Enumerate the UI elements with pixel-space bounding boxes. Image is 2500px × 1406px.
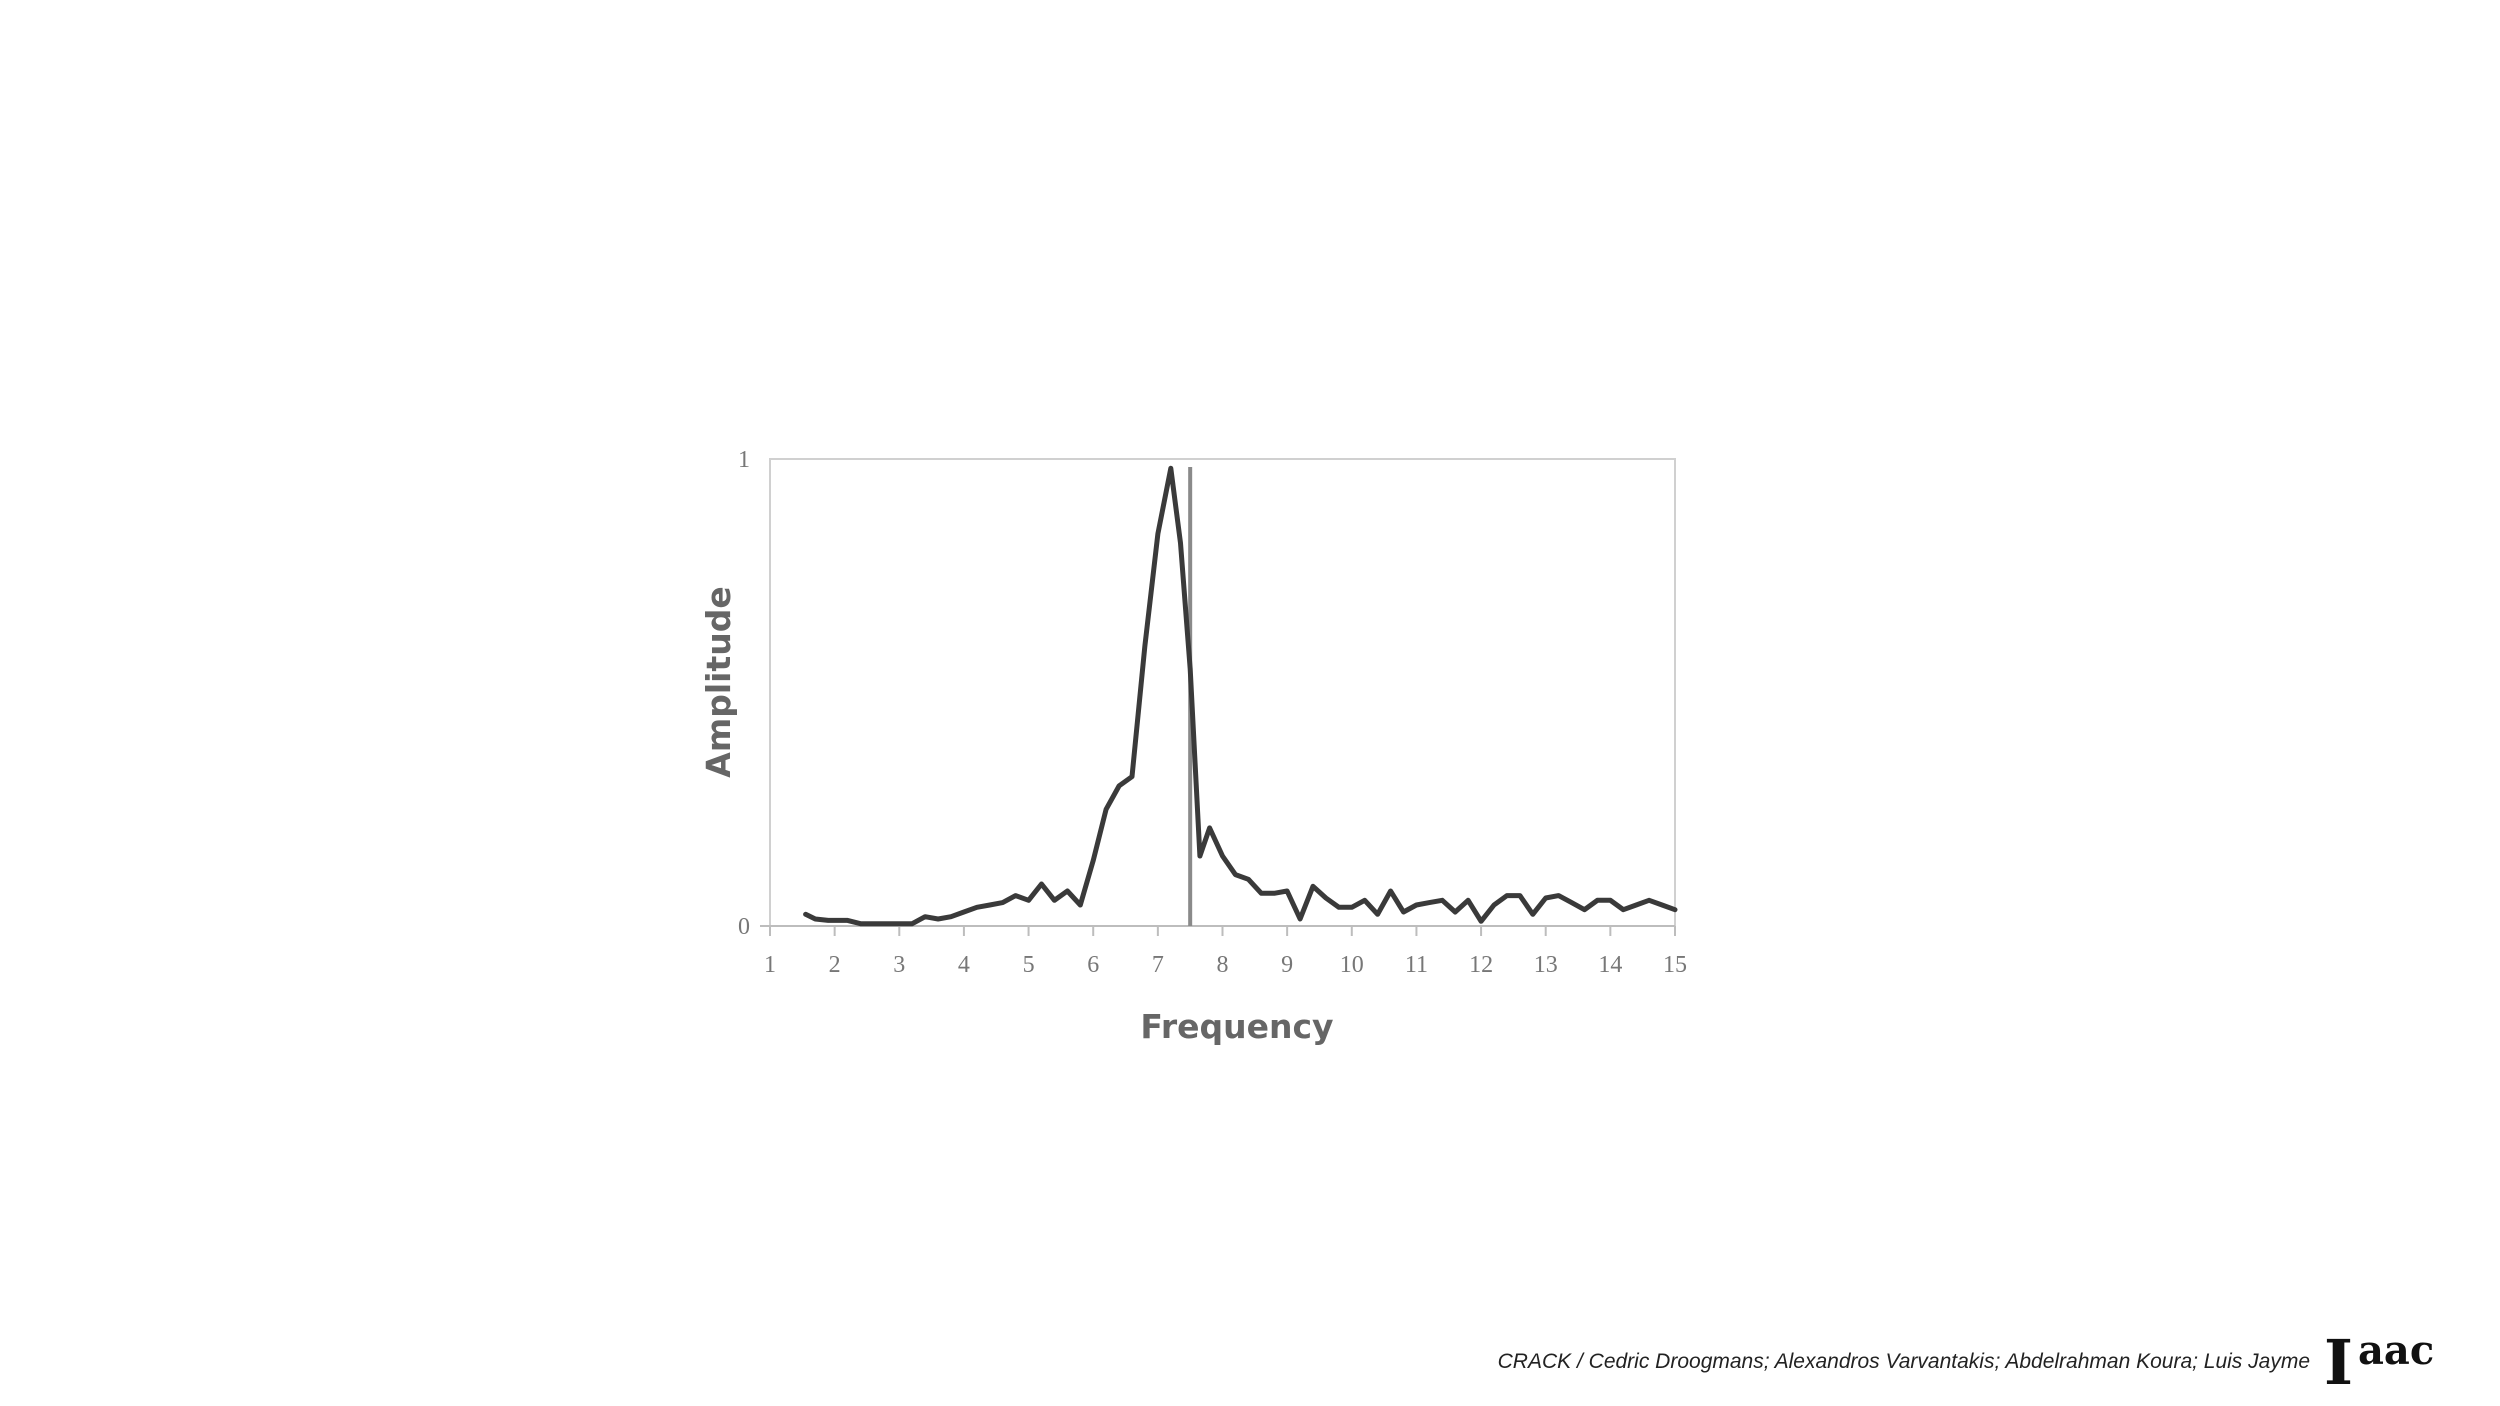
x-tick-label: 8 <box>1217 952 1229 978</box>
x-tick-label: 12 <box>1469 952 1493 978</box>
y-axis-ticks: 01 <box>738 447 750 940</box>
x-tick-label: 14 <box>1598 952 1622 978</box>
x-tick-label: 4 <box>958 952 970 978</box>
x-tick-label: 7 <box>1152 952 1164 978</box>
x-tick-label: 1 <box>764 952 776 978</box>
x-tick-label: 15 <box>1663 952 1687 978</box>
y-tick-label: 0 <box>738 914 750 940</box>
iaac-logo: I aac <box>2324 1330 2434 1390</box>
x-tick-label: 2 <box>829 952 841 978</box>
y-axis-title: Amplitude <box>699 586 738 777</box>
amplitude-series-line <box>803 465 1678 927</box>
x-tick-label: 6 <box>1087 952 1099 978</box>
y-tick-label: 1 <box>738 447 750 473</box>
x-tick-label: 10 <box>1340 952 1364 978</box>
logo-letter: I <box>2324 1330 2353 1390</box>
credit-text: CRACK / Cedric Droogmans; Alexandros Var… <box>1497 1350 2310 1373</box>
logo-superscript: aac <box>2358 1330 2434 1374</box>
x-tick-label: 13 <box>1534 952 1558 978</box>
x-tick-label: 11 <box>1405 952 1428 978</box>
x-axis-ticks: 1 2 3 4 5 6 7 8 9 10 11 12 13 14 15 <box>764 926 1687 978</box>
x-tick-label: 5 <box>1023 952 1035 978</box>
x-axis-title: Frequency <box>1140 1007 1333 1046</box>
x-tick-label: 9 <box>1281 952 1293 978</box>
x-tick-label: 3 <box>893 952 905 978</box>
